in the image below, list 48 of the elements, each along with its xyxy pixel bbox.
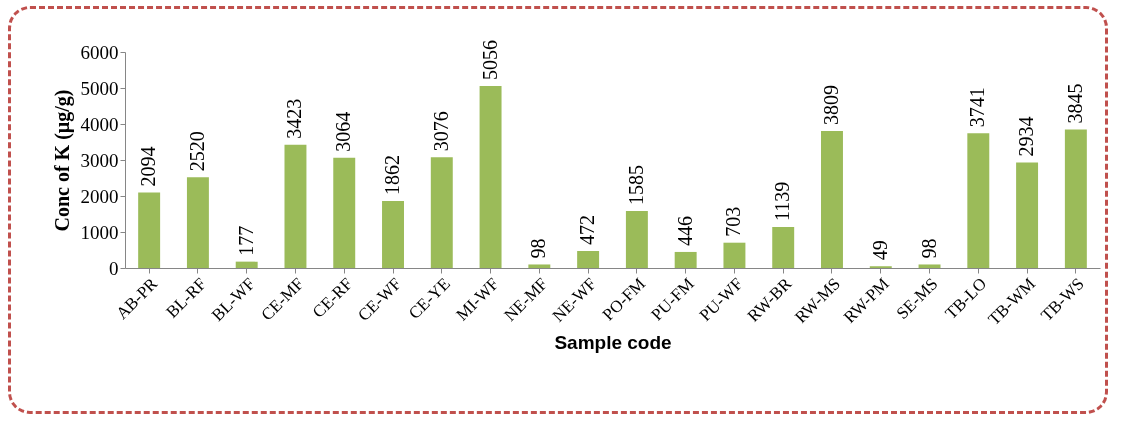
bar xyxy=(625,210,648,268)
data-label: 2094 xyxy=(137,146,160,187)
data-label: 49 xyxy=(868,240,891,261)
data-label: 98 xyxy=(917,238,940,259)
data-label: 3076 xyxy=(429,111,452,152)
data-label: 1585 xyxy=(624,164,647,205)
bar xyxy=(918,264,941,268)
bar xyxy=(674,251,697,268)
bar xyxy=(479,85,502,268)
bar xyxy=(284,144,307,268)
data-label: 5056 xyxy=(478,39,501,80)
data-label: 98 xyxy=(527,238,550,259)
data-label: 3064 xyxy=(332,111,355,152)
y-tick-label: 2000 xyxy=(80,185,119,207)
x-axis-title: Sample code xyxy=(554,332,672,354)
bar xyxy=(1064,129,1087,268)
data-label: 1862 xyxy=(381,154,404,195)
bar xyxy=(577,251,600,268)
bar xyxy=(1016,162,1039,268)
data-label: 1139 xyxy=(771,181,794,221)
data-label: 2934 xyxy=(1015,116,1038,157)
bar xyxy=(138,192,161,268)
bar xyxy=(821,130,843,268)
bar xyxy=(772,227,795,268)
bar xyxy=(528,264,551,268)
bar xyxy=(235,261,258,268)
data-label: 2520 xyxy=(185,131,208,172)
y-axis-title: Conc of K (µg/g) xyxy=(50,89,74,232)
y-tick-label: 5000 xyxy=(80,77,119,99)
y-tick-label: 6000 xyxy=(80,41,119,63)
bar xyxy=(430,157,453,268)
y-tick-label: 4000 xyxy=(80,113,119,135)
y-tick-label: 0 xyxy=(109,257,119,279)
data-label: 177 xyxy=(234,225,257,256)
data-label: 472 xyxy=(576,215,599,246)
data-label: 446 xyxy=(673,215,696,246)
data-label: 3809 xyxy=(819,84,842,125)
bar xyxy=(967,133,990,268)
bar xyxy=(333,157,356,268)
bar xyxy=(723,242,746,268)
bar xyxy=(186,177,209,268)
data-label: 3845 xyxy=(1063,83,1086,124)
data-label: 3423 xyxy=(283,98,306,139)
y-tick-label: 3000 xyxy=(80,149,119,171)
data-label: 703 xyxy=(722,206,745,237)
data-label: 3741 xyxy=(966,87,989,128)
bar xyxy=(382,200,404,268)
y-tick-label: 1000 xyxy=(80,221,119,243)
